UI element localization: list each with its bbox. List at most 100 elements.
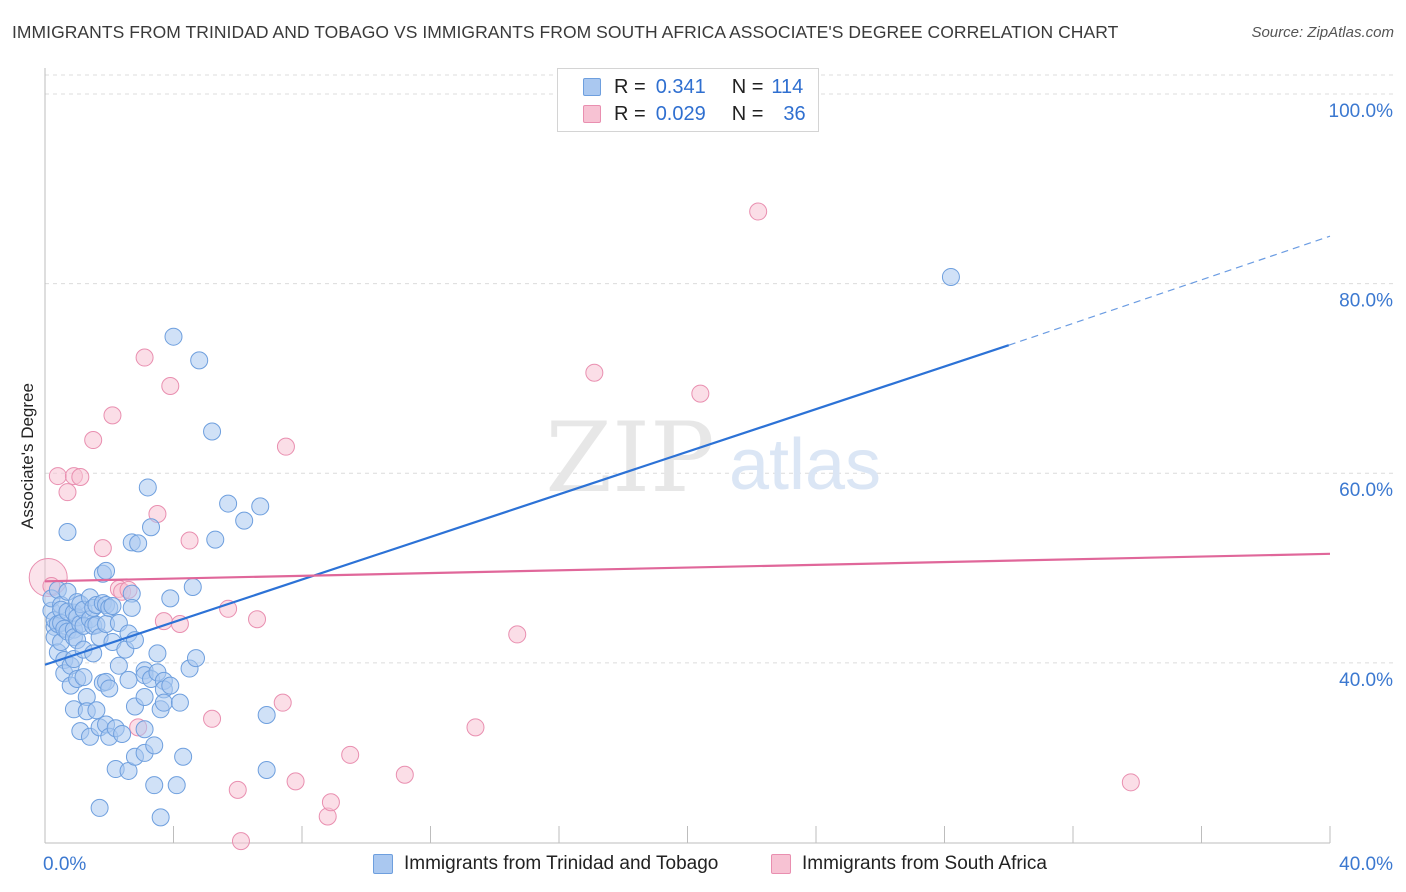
trend-line-south-africa: [44, 552, 1331, 583]
trinidad-point: [941, 267, 960, 286]
south-africa-point: [321, 793, 340, 812]
bottom-legend-south-africa: Immigrants from South Africa: [771, 852, 1047, 876]
trinidad-point: [142, 518, 161, 537]
trinidad-point: [203, 422, 222, 441]
trinidad-point: [119, 670, 138, 689]
trinidad-point: [87, 701, 106, 720]
trinidad-point: [145, 776, 164, 795]
south-africa-point: [58, 483, 77, 502]
legend-row-south-africa: R = 0.029 N = 36: [558, 101, 806, 127]
x-tick-label: 40.0%: [1339, 854, 1393, 875]
legend-r-label: R =: [614, 75, 646, 98]
y-tick-label: 100.0%: [1329, 101, 1394, 122]
bottom-legend-swatch-pink: [771, 854, 791, 874]
trinidad-point: [206, 530, 225, 549]
correlation-legend: R = 0.341 N = 114 R = 0.029 N = 36: [557, 68, 819, 132]
trinidad-point: [135, 687, 154, 706]
south-africa-point: [585, 363, 604, 382]
south-africa-point: [231, 832, 250, 851]
trend-line-trinidad: [44, 344, 1010, 666]
legend-swatch-blue: [583, 78, 601, 96]
trinidad-point: [183, 578, 202, 596]
south-africa-point: [395, 765, 414, 784]
south-africa-point: [71, 468, 90, 487]
trinidad-point: [138, 478, 157, 497]
trinidad-point: [122, 598, 141, 617]
trinidad-point: [174, 747, 193, 766]
trend-lines: [44, 235, 1331, 666]
tick-labels: 40.0% 60.0% 80.0% 100.0% 0.0% 40.0%: [43, 101, 1393, 875]
trinidad-point: [145, 736, 164, 755]
south-africa-point: [135, 348, 154, 367]
south-africa-point: [228, 780, 247, 799]
legend-r-label: R =: [614, 102, 646, 125]
y-tick-label: 40.0%: [1339, 670, 1393, 691]
trinidad-point: [164, 327, 183, 346]
south-africa-point: [276, 437, 295, 456]
south-africa-point: [286, 772, 305, 791]
x-tick-label: 0.0%: [43, 854, 86, 875]
south-africa-point: [508, 625, 527, 644]
south-africa-point: [103, 406, 122, 425]
trinidad-point: [161, 589, 180, 608]
bottom-legend-trinidad: Immigrants from Trinidad and Tobago: [373, 852, 718, 876]
watermark-zip: ZIP: [545, 402, 714, 514]
trinidad-point: [257, 760, 276, 779]
trinidad-point: [148, 644, 167, 663]
south-africa-point: [691, 384, 710, 403]
y-tick-label: 80.0%: [1339, 291, 1393, 312]
trinidad-point: [154, 693, 173, 712]
trend-line-trinidad-projection: [1008, 235, 1331, 346]
bottom-legend-label: Immigrants from South Africa: [802, 853, 1047, 874]
y-axis-label: Associate's Degree: [18, 383, 37, 529]
trinidad-point: [135, 720, 154, 739]
trinidad-point: [109, 656, 128, 675]
trinidad-point: [90, 798, 109, 817]
legend-r-value: 0.029: [655, 102, 706, 125]
watermark: ZIP atlas: [545, 402, 881, 514]
legend-n-value: 36: [783, 102, 806, 125]
south-africa-point: [48, 467, 67, 486]
south-africa-point: [84, 431, 103, 450]
south-africa-point: [466, 718, 485, 737]
gridlines: [45, 74, 1393, 664]
legend-n-label: N =: [731, 102, 764, 125]
trinidad-point: [186, 649, 205, 668]
trinidad-point: [58, 523, 77, 542]
south-africa-point: [180, 531, 199, 550]
legend-swatch-pink: [583, 105, 601, 123]
trinidad-point: [235, 511, 254, 530]
trinidad-point: [113, 724, 132, 743]
trinidad-point: [219, 494, 238, 513]
south-africa-point: [161, 376, 180, 395]
trinidad-point: [167, 776, 186, 795]
chart-title: IMMIGRANTS FROM TRINIDAD AND TOBAGO VS I…: [12, 22, 1119, 42]
south-africa-point: [273, 693, 292, 712]
trinidad-point: [129, 534, 148, 553]
south-africa-point: [248, 610, 267, 629]
trinidad-point: [251, 497, 270, 516]
trinidad-point: [170, 693, 189, 712]
south-africa-point: [93, 539, 112, 558]
south-africa-point: [749, 202, 768, 221]
source-credit: Source: ZipAtlas.com: [1251, 24, 1394, 41]
trinidad-point: [100, 679, 119, 698]
bottom-legend-swatch-blue: [373, 854, 393, 874]
axes: [44, 68, 1331, 844]
south-africa-point: [341, 745, 360, 764]
trinidad-point: [161, 676, 180, 695]
watermark-atlas: atlas: [729, 425, 881, 505]
trinidad-point: [151, 808, 170, 827]
trinidad-point: [97, 561, 116, 580]
legend-row-trinidad: R = 0.341 N = 114: [558, 74, 803, 100]
south-africa-point: [1121, 773, 1140, 792]
bottom-legend-label: Immigrants from Trinidad and Tobago: [404, 853, 719, 874]
trinidad-point: [74, 668, 93, 687]
trinidad-point: [257, 706, 276, 724]
y-tick-label: 60.0%: [1339, 480, 1393, 501]
series-south-africa-points: [28, 202, 1140, 851]
trinidad-point: [103, 596, 122, 615]
series-trinidad-tobago-points: [42, 267, 960, 827]
south-africa-point: [203, 709, 222, 728]
